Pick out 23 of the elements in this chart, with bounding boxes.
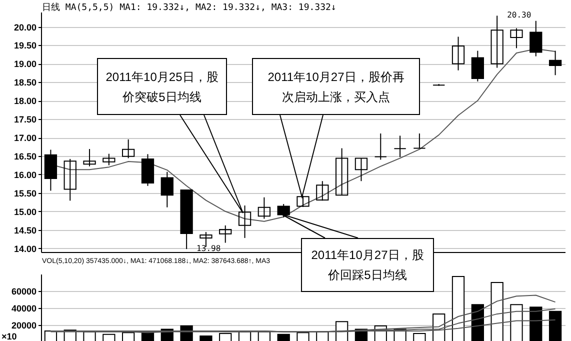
y-axis-title: ×10: [2, 332, 17, 341]
y-tick-label: 20000: [11, 320, 36, 330]
y-tick-label: 60000: [11, 286, 36, 296]
y-tick-label: 19.50: [14, 40, 36, 51]
y-tick-label: 20.00: [14, 22, 36, 32]
y-tick-label: 17.50: [14, 114, 36, 125]
y-tick-label: 17.00: [14, 133, 36, 144]
y-tick-label: 19.00: [14, 59, 36, 70]
annotation: 2011年10月27日，股价再次启动上涨，买入点: [252, 58, 420, 115]
y-tick-label: 16.50: [14, 152, 36, 162]
annotation: 20.30: [507, 10, 532, 20]
y-tick-label: 14.00: [14, 244, 36, 254]
annotation: 2011年10月27日，股价回踩5日均线: [301, 238, 434, 292]
y-tick-label: 16.00: [14, 170, 36, 180]
chart-title: 日线 MA(5,5,5) MA1: 19.332↓, MA2: 19.332↓, MA3: 19.332↓: [42, 1, 336, 14]
y-tick-label: 18.50: [14, 78, 36, 88]
y-tick-label: 14.50: [14, 225, 36, 236]
annotation: 2011年10月25日，股价突破5日均线: [97, 58, 227, 115]
y-tick-label: 15.50: [14, 188, 36, 198]
y-tick-label: 40000: [11, 304, 36, 314]
y-tick-label: 15.00: [14, 206, 36, 217]
y-tick-label: 18.00: [14, 96, 36, 106]
annotation: 13.98: [196, 244, 221, 254]
